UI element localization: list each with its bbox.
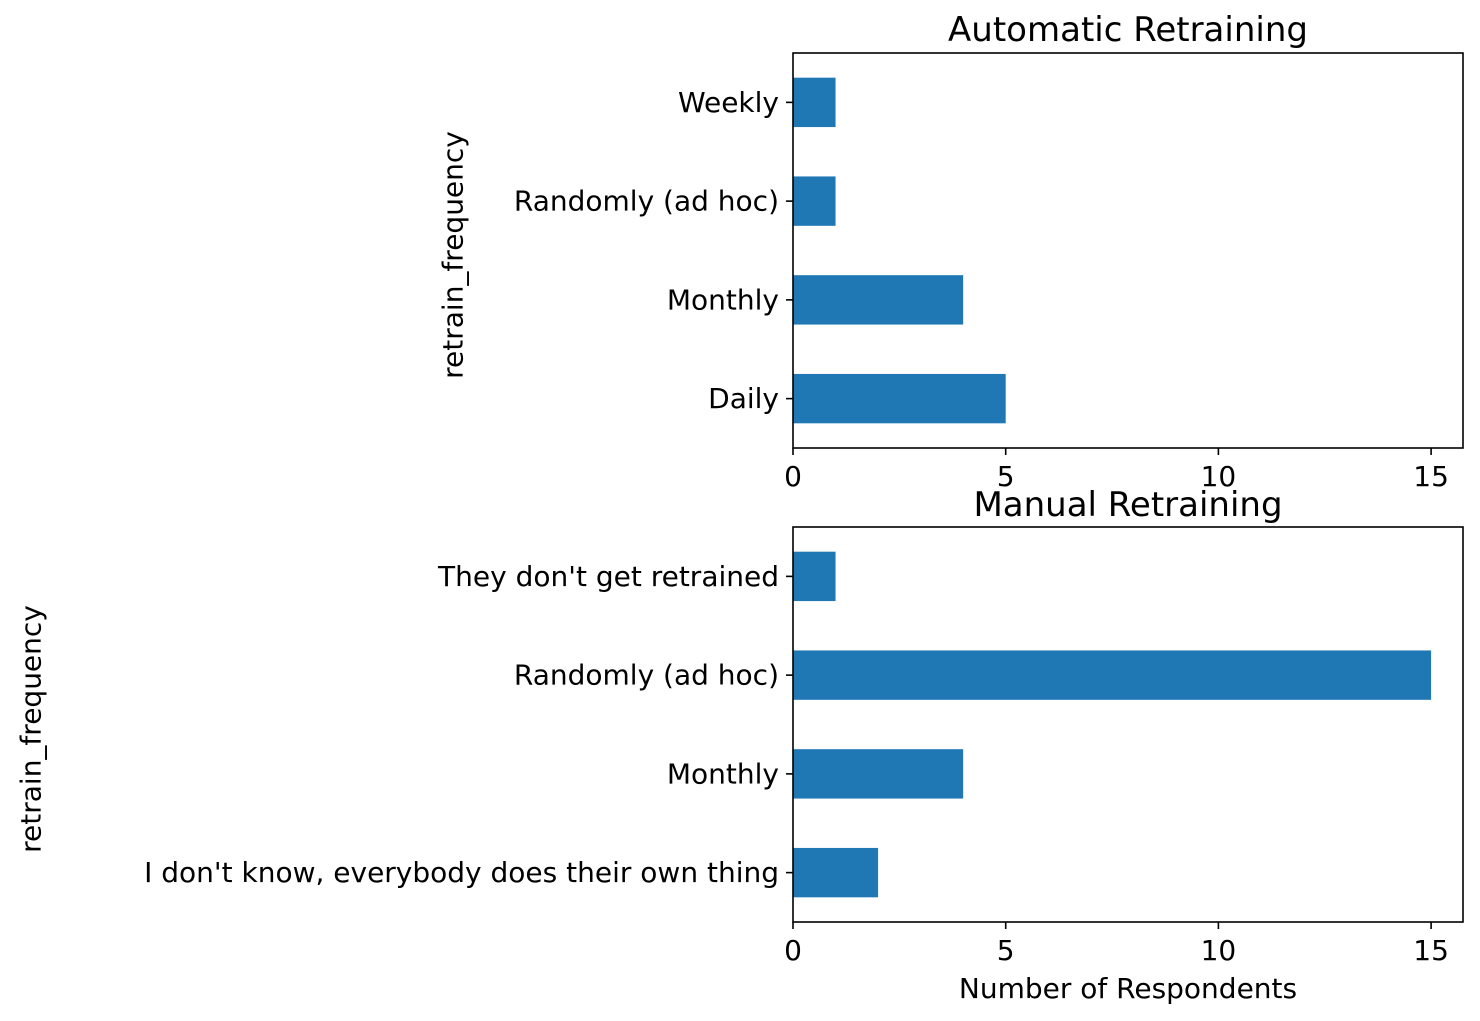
chart-0-ytick-label: Weekly	[678, 86, 779, 119]
chart-0-xtick-label: 15	[1413, 460, 1449, 493]
chart-0-bar	[793, 373, 1006, 424]
chart-0-xtick-label: 10	[1201, 460, 1237, 493]
chart-1-ylabel: retrain_frequency	[15, 605, 48, 853]
chart-0-title: Automatic Retraining	[948, 10, 1308, 50]
chart-0-xtick-label: 0	[784, 460, 802, 493]
chart-1-ytick-label: I don't know, everybody does their own t…	[144, 856, 779, 889]
chart-0-ytick-label: Daily	[708, 382, 779, 415]
chart-0-xtick-label: 5	[997, 460, 1015, 493]
chart-0-ytick-label: Monthly	[667, 283, 779, 316]
chart-1-xtick-label: 10	[1201, 934, 1237, 967]
chart-1-bar	[793, 650, 1432, 700]
chart-0-bar	[793, 77, 836, 128]
chart-1-ytick-label: Monthly	[667, 757, 779, 790]
automatic-retraining-chart: Daily Monthly Randomly (ad hoc) Weekly 0 5 10 1…	[437, 10, 1464, 493]
chart-1-bar	[793, 551, 836, 602]
chart-1-xlabel: Number of Respondents	[959, 972, 1297, 1005]
chart-1-xtick-label: 5	[997, 934, 1015, 967]
chart-1-bar	[793, 847, 879, 898]
chart-1-ytick-label: They don't get retrained	[437, 560, 779, 593]
chart-1-bar	[793, 749, 964, 799]
chart-0-ytick-label: Randomly (ad hoc)	[514, 185, 779, 218]
chart-0-axes-frame	[792, 52, 1464, 449]
chart-1-title: Manual Retraining	[973, 485, 1282, 525]
chart-1-axes-frame	[792, 526, 1464, 923]
manual-retraining-chart: I don't know, everybody does their own t…	[15, 485, 1464, 1005]
chart-1-ytick-label: Randomly (ad hoc)	[514, 659, 779, 692]
chart-1-xtick-label: 0	[784, 934, 802, 967]
chart-0-bar	[793, 176, 836, 226]
chart-0-ylabel: retrain_frequency	[437, 131, 470, 379]
chart-0-bar	[793, 275, 964, 325]
chart-1-xtick-label: 15	[1413, 934, 1449, 967]
